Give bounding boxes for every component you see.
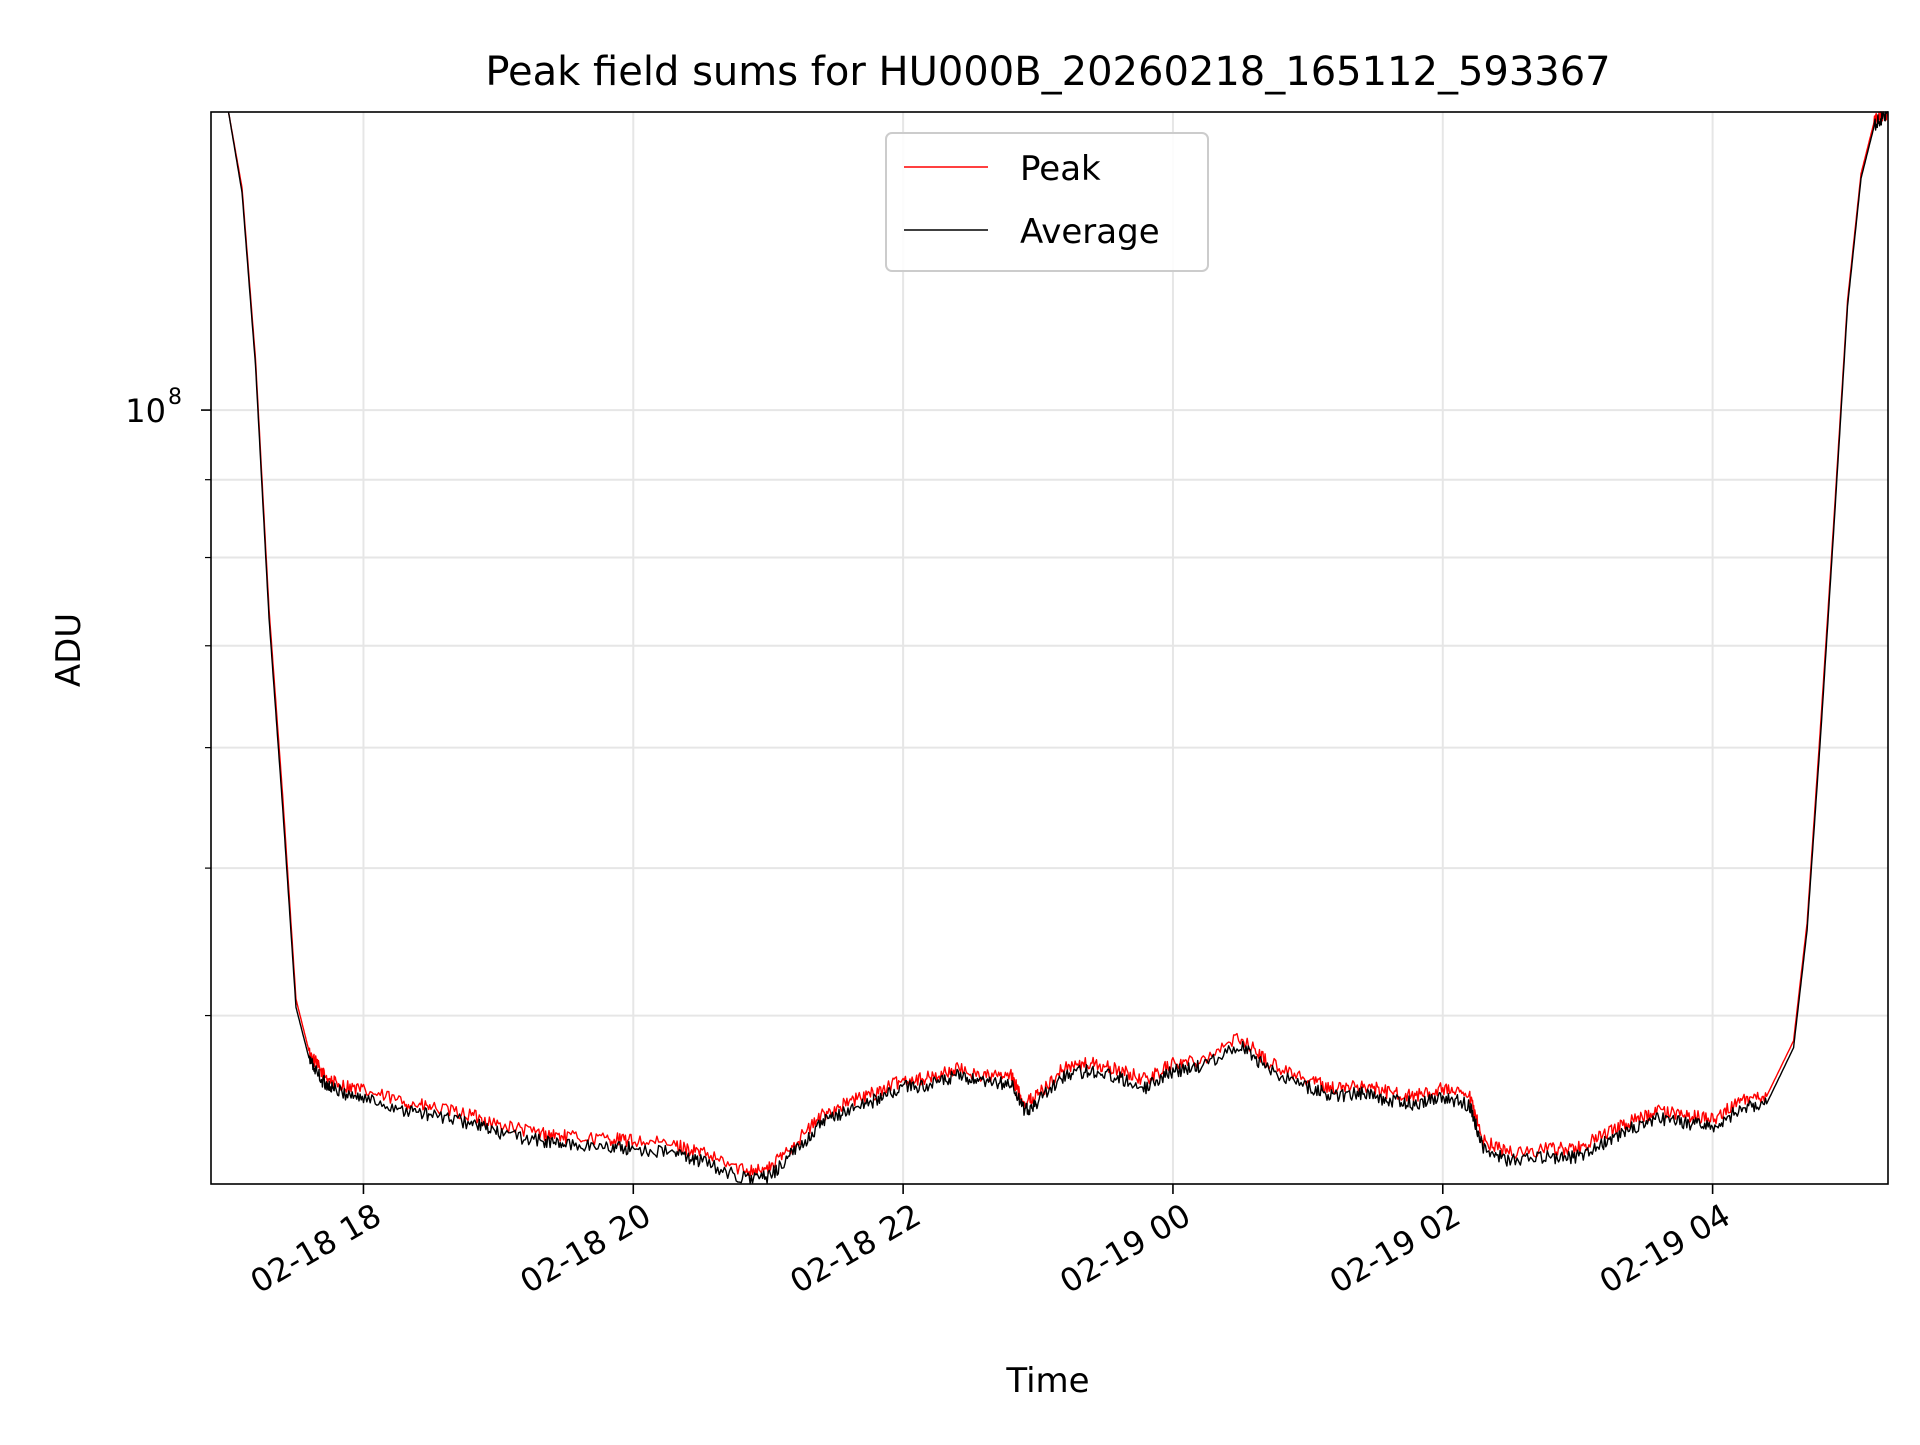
y-axis-label: ADU (49, 613, 89, 687)
x-tick-label: 02-18 22 (784, 1196, 928, 1301)
x-tick-label: 02-18 20 (514, 1196, 658, 1301)
series-layer (227, 111, 1889, 1185)
y-axis-ticks: 10 8 (125, 385, 211, 1017)
y-tick-label-exponent: 8 (168, 385, 182, 410)
legend-peak-label: Peak (1020, 149, 1101, 189)
y-tick-label-base: 10 (125, 392, 166, 430)
x-axis-ticks: 02-18 18 02-18 20 02-18 22 02-19 00 02-19 02… (244, 1184, 1737, 1301)
x-axis-label: Time (1005, 1361, 1089, 1401)
x-tick-label: 02-19 04 (1593, 1196, 1737, 1301)
x-tick-label: 02-18 18 (244, 1196, 388, 1301)
series-line-average (227, 111, 1889, 1185)
grid-layer (211, 112, 1888, 1184)
x-tick-label: 02-19 00 (1053, 1196, 1197, 1301)
x-tick-label: 02-19 02 (1323, 1196, 1467, 1301)
legend: Peak Average (885, 132, 1209, 272)
plot-frame (210, 111, 1889, 1185)
y-tick-label: 10 8 (125, 385, 182, 430)
legend-average-label: Average (1020, 212, 1160, 252)
chart-title: Peak field sums for HU000B_20260218_1651… (485, 49, 1610, 95)
